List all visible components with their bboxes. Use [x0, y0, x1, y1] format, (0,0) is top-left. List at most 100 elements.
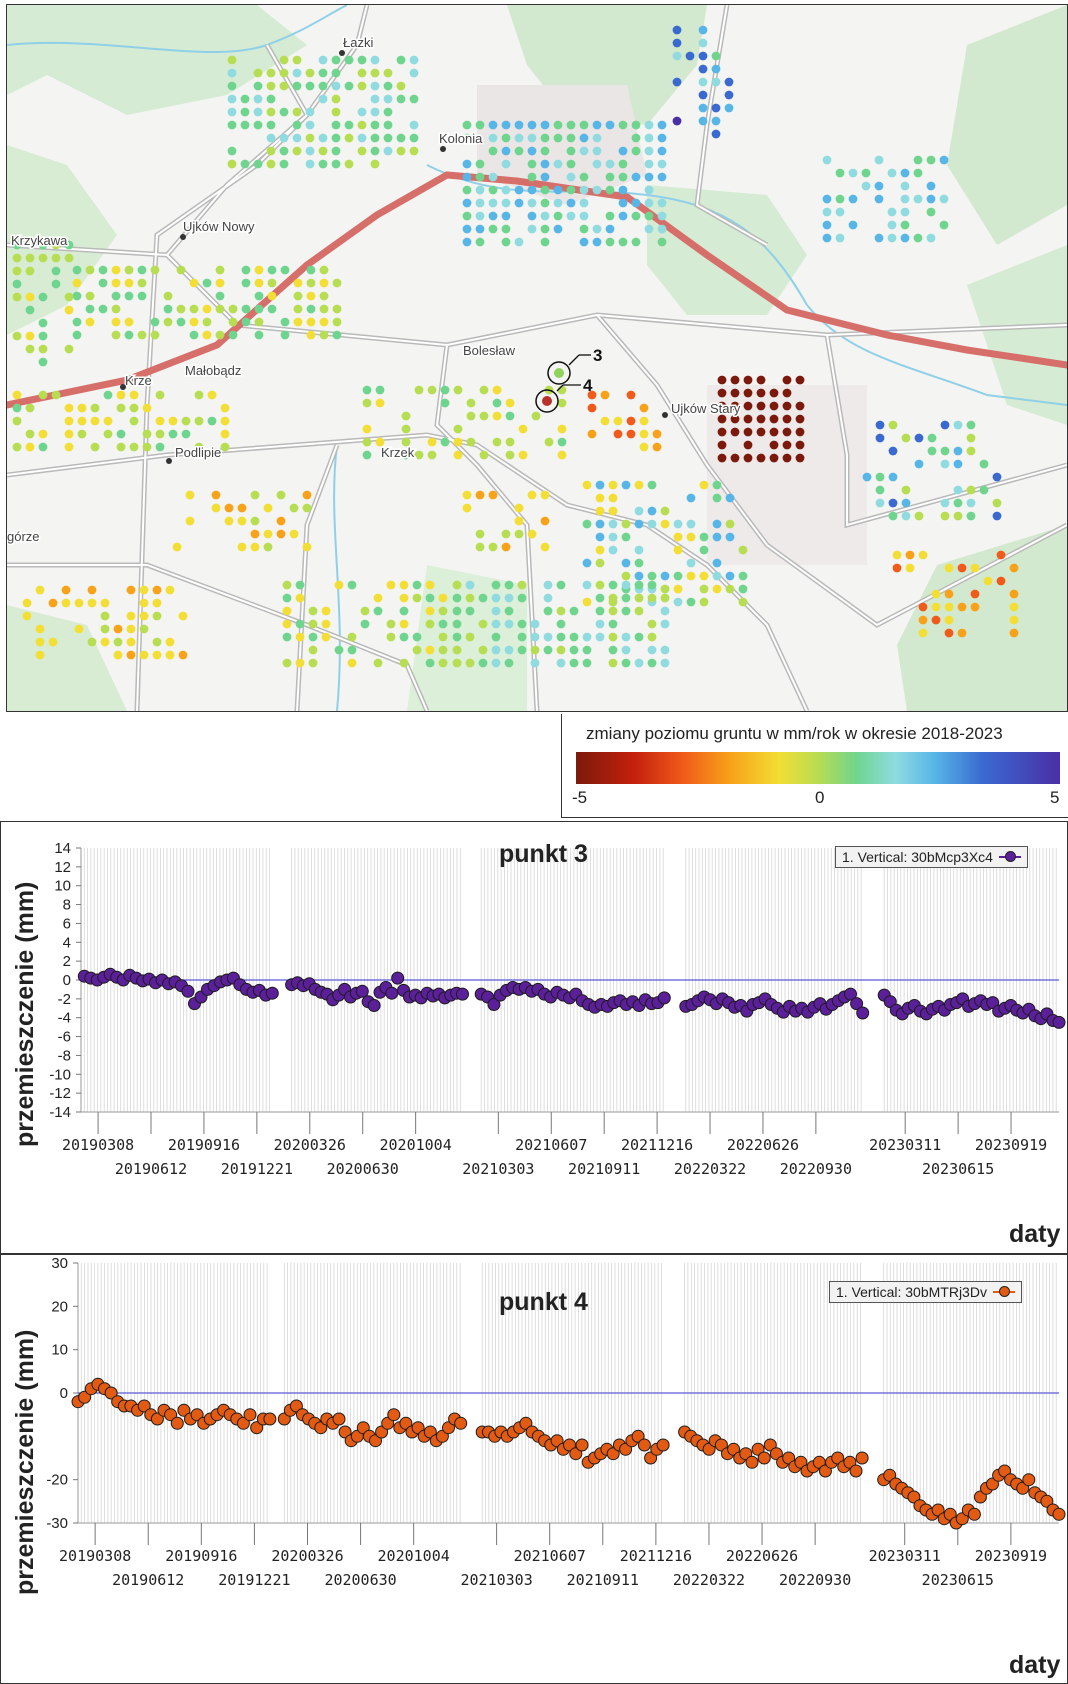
map-measurement-point: [254, 291, 264, 301]
deformation-map[interactable]: Łazki Kolonia Ujków Nowy Krzykawa Krze M…: [6, 4, 1068, 712]
map-measurement-point: [835, 233, 845, 243]
map-measurement-point: [592, 133, 602, 143]
data-point: [456, 987, 469, 1001]
y-tick-label: -2: [58, 991, 71, 1008]
map-measurement-point: [305, 159, 315, 169]
map-measurement-point: [672, 77, 682, 87]
map-measurement-point: [582, 519, 592, 529]
map-measurement-point: [51, 390, 61, 400]
map-measurement-point: [308, 658, 318, 668]
map-measurement-point: [488, 120, 498, 130]
map-measurement-point: [608, 480, 618, 490]
map-measurement-point: [266, 159, 276, 169]
map-measurement-point: [87, 585, 97, 595]
chart-3-legend[interactable]: 1. Vertical: 30bMcp3Xc4: [835, 846, 1028, 868]
map-measurement-point: [566, 133, 576, 143]
map-measurement-point: [940, 420, 950, 430]
map-measurement-point: [926, 155, 936, 165]
point-4-marker[interactable]: 4: [535, 376, 593, 413]
map-measurement-point: [129, 442, 139, 452]
map-measurement-point: [730, 401, 740, 411]
data-point: [104, 1386, 118, 1400]
map-measurement-point: [383, 146, 393, 156]
point-3-marker[interactable]: 3: [547, 346, 602, 385]
data-point: [181, 984, 195, 998]
map-measurement-point: [38, 390, 48, 400]
y-tick-label: 8: [63, 897, 71, 914]
map-measurement-point: [305, 133, 315, 143]
map-canvas[interactable]: Łazki Kolonia Ujków Nowy Krzykawa Krze M…: [7, 5, 1067, 711]
map-measurement-point: [401, 424, 411, 434]
map-measurement-point: [308, 619, 318, 629]
map-measurement-point: [77, 416, 87, 426]
map-measurement-point: [730, 375, 740, 385]
x-tick-label: 20210911: [567, 1571, 639, 1589]
map-measurement-point: [540, 172, 550, 182]
map-measurement-point: [438, 658, 448, 668]
map-measurement-point: [48, 598, 58, 608]
map-measurement-point: [605, 211, 615, 221]
map-measurement-point: [927, 446, 937, 456]
map-measurement-point: [124, 317, 134, 327]
map-measurement-point: [657, 120, 667, 130]
map-measurement-point: [488, 542, 498, 552]
map-measurement-point: [12, 416, 22, 426]
map-measurement-point: [795, 440, 805, 450]
map-measurement-point: [344, 120, 354, 130]
x-tick-label: 20230919: [975, 1547, 1047, 1565]
chart-4-legend[interactable]: 1. Vertical: 30bMTRj3Dv: [829, 1281, 1022, 1303]
map-measurement-point: [527, 146, 537, 156]
map-measurement-point: [888, 420, 898, 430]
map-measurement-point: [347, 580, 357, 590]
map-measurement-point: [318, 133, 328, 143]
x-tick-label: 20190308: [62, 1136, 134, 1154]
map-measurement-point: [861, 168, 871, 178]
map-measurement-point: [25, 292, 35, 302]
map-measurement-point: [396, 94, 406, 104]
map-measurement-point: [634, 580, 644, 590]
map-measurement-point: [202, 330, 212, 340]
map-measurement-point: [673, 532, 683, 542]
chart-4-y-title: przemieszczenie (mm): [11, 1329, 39, 1595]
map-measurement-point: [527, 224, 537, 234]
map-measurement-point: [295, 632, 305, 642]
map-measurement-point: [282, 632, 292, 642]
map-measurement-point: [888, 446, 898, 456]
map-measurement-point: [992, 472, 1002, 482]
map-measurement-point: [618, 211, 628, 221]
map-measurement-point: [412, 580, 422, 590]
forest-area: [7, 605, 127, 711]
map-measurement-point: [254, 330, 264, 340]
map-measurement-point: [12, 279, 22, 289]
data-point: [177, 1403, 191, 1417]
road-network-inner: [7, 5, 1067, 711]
map-measurement-point: [185, 490, 195, 500]
map-measurement-point: [501, 224, 511, 234]
map-measurement-point: [280, 317, 290, 327]
map-measurement-point: [505, 450, 515, 460]
map-measurement-point: [344, 159, 354, 169]
map-measurement-point: [194, 416, 204, 426]
map-measurement-point: [98, 278, 108, 288]
map-measurement-point: [253, 107, 263, 117]
map-measurement-point: [569, 645, 579, 655]
map-measurement-point: [370, 120, 380, 130]
map-measurement-point: [887, 168, 897, 178]
map-measurement-point: [505, 398, 515, 408]
town-marker: [339, 50, 345, 56]
map-measurement-point: [425, 580, 435, 590]
map-measurement-point: [530, 645, 540, 655]
map-measurement-point: [660, 506, 670, 516]
x-tick-label: 20190916: [168, 1136, 240, 1154]
map-measurement-point: [608, 632, 618, 642]
map-measurement-point: [124, 330, 134, 340]
map-measurement-point: [592, 146, 602, 156]
map-measurement-point: [293, 291, 303, 301]
map-measurement-point: [126, 611, 136, 621]
x-tick-label: 20190916: [165, 1547, 237, 1565]
map-measurement-point: [168, 429, 178, 439]
map-measurement-point: [202, 278, 212, 288]
map-measurement-point: [126, 650, 136, 660]
map-measurement-point: [344, 55, 354, 65]
map-measurement-point: [966, 511, 976, 521]
